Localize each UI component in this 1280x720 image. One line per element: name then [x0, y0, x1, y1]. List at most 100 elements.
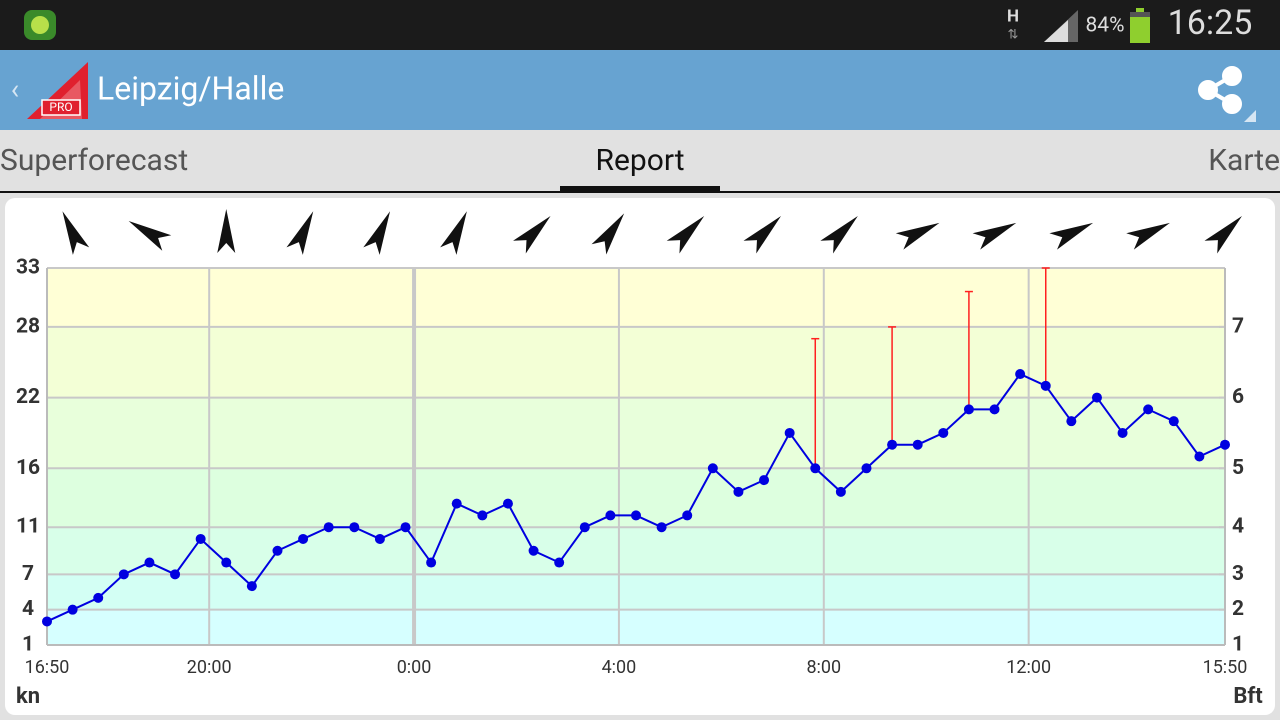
wind-point — [784, 427, 795, 438]
direction-arrow — [972, 222, 1017, 250]
direction-arrow — [895, 222, 940, 250]
direction-arrow — [217, 209, 236, 253]
wind-point — [246, 581, 257, 592]
wind-point — [1117, 427, 1128, 438]
wind-point — [272, 545, 283, 556]
signal-level — [1044, 20, 1068, 42]
wind-point — [118, 569, 129, 580]
wind-point — [400, 522, 411, 533]
wind-point — [887, 439, 898, 450]
wind-point — [1091, 392, 1102, 403]
tab-bar — [0, 130, 1280, 192]
data-arrows: ⇅ — [1008, 27, 1019, 42]
signal-icon — [1044, 10, 1078, 42]
x-tick-label: 15:50 — [1203, 657, 1248, 678]
svg-text:PRO: PRO — [49, 100, 72, 114]
wind-point — [502, 498, 513, 509]
wind-point — [1143, 404, 1154, 415]
beaufort-band — [47, 397, 1225, 469]
wind-point — [221, 557, 232, 568]
wind-point — [93, 592, 104, 603]
wind-point — [349, 522, 360, 533]
y-tick-label: 22 — [16, 385, 40, 409]
y-tick-label: 28 — [16, 314, 40, 338]
tab-active[interactable]: Report — [595, 143, 684, 178]
wind-point — [1015, 369, 1026, 380]
x-tick-label: 8:00 — [806, 657, 841, 678]
wind-point — [631, 510, 641, 521]
beaufort-band — [47, 574, 1225, 610]
y2-tick-label: 4 — [1232, 515, 1244, 539]
wind-point — [195, 533, 206, 544]
x-tick-label: 16:50 — [25, 657, 70, 678]
direction-arrow — [1049, 222, 1094, 250]
menu-corner — [1244, 110, 1256, 122]
wind-point — [554, 557, 565, 568]
tab[interactable]: Karte — [1208, 143, 1280, 178]
wind-point — [989, 404, 1000, 415]
y2-tick-label: 6 — [1232, 385, 1244, 409]
wind-point — [144, 557, 155, 568]
wind-point — [579, 522, 590, 533]
x-tick-label: 4:00 — [602, 657, 637, 678]
wind-point — [1066, 416, 1077, 427]
wind-point — [938, 427, 949, 438]
y-axis-label: kn — [16, 684, 40, 709]
wind-point — [861, 463, 872, 474]
wind-point — [1194, 451, 1205, 462]
wind-point — [528, 545, 539, 556]
direction-arrow — [363, 211, 391, 255]
wind-point — [733, 486, 744, 497]
y-tick-label: 7 — [22, 562, 34, 586]
wind-point — [656, 522, 667, 533]
direction-arrow — [1126, 222, 1170, 250]
wind-point — [605, 510, 616, 521]
app-icon — [24, 10, 56, 40]
wind-point — [1040, 380, 1051, 391]
wind-point — [374, 533, 385, 544]
wind-point — [477, 510, 488, 521]
direction-arrow — [820, 216, 858, 254]
y2-tick-label: 2 — [1232, 597, 1244, 621]
wind-point — [835, 486, 846, 497]
y-tick-label: 16 — [16, 456, 40, 480]
direction-arrow — [513, 216, 551, 254]
x-tick-label: 0:00 — [397, 657, 432, 678]
battery-icon — [1130, 8, 1150, 43]
beaufort-band — [47, 527, 1225, 575]
y2-tick-label: 7 — [1232, 314, 1244, 338]
x-tick-label: 20:00 — [187, 657, 232, 678]
wind-point — [323, 522, 334, 533]
tab[interactable]: Superforecast — [0, 143, 188, 178]
clock: 16:25 — [1168, 3, 1253, 43]
direction-arrow — [743, 216, 782, 254]
wind-point — [912, 439, 923, 450]
wind-point — [42, 616, 52, 627]
tab-divider — [0, 191, 1280, 193]
wind-point — [426, 557, 437, 568]
app-logo: PRO — [27, 62, 88, 119]
app-title: Leipzig/Halle — [97, 69, 284, 107]
wind-point — [963, 404, 974, 415]
chart: 1 4 7 11 16 22 28 33 1 2 3 4 5 6 7 16:50 20:00 0:00 4:00 8:… — [16, 209, 1248, 678]
wind-point — [707, 463, 718, 474]
wind-point — [298, 533, 309, 544]
direction-arrow — [1204, 216, 1242, 254]
back-button[interactable]: ‹ — [11, 72, 19, 105]
network-type: H — [1007, 6, 1019, 26]
share-button[interactable] — [1198, 66, 1242, 114]
direction-arrow — [440, 211, 467, 255]
wind-point — [759, 475, 770, 486]
beaufort-band — [47, 268, 1225, 327]
direction-arrow — [62, 211, 90, 255]
direction-arrow — [666, 216, 705, 254]
y-tick-label: 11 — [16, 515, 40, 539]
direction-arrow — [286, 211, 314, 255]
wind-point — [1168, 416, 1179, 427]
wind-point — [170, 569, 181, 580]
y-tick-label: 1 — [22, 633, 34, 657]
wind-point — [451, 498, 462, 509]
wind-point — [1220, 439, 1230, 450]
